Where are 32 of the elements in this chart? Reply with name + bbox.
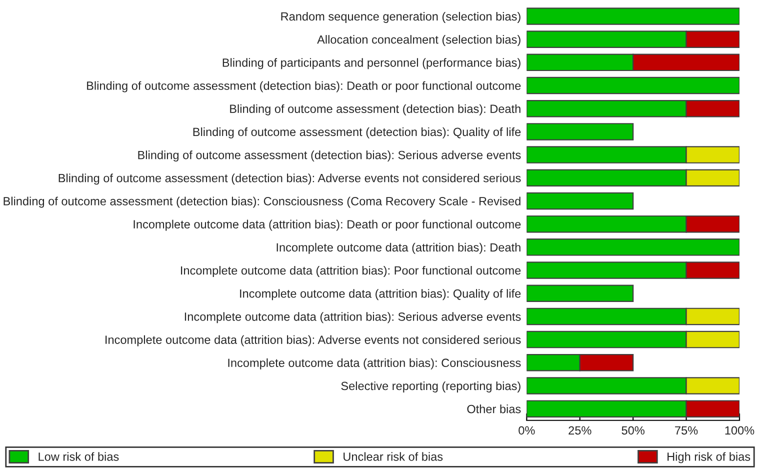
x-tick-label: 0% [518, 426, 535, 435]
y-tick-label: Incomplete outcome data (attrition bias): Death [276, 242, 520, 254]
x-tick-label: 75% [675, 426, 698, 435]
bar [526, 8, 740, 25]
y-tick-label: Incomplete outcome data (attrition bias): Serious adverse events [184, 312, 521, 324]
legend-label: Low risk of bias [38, 452, 119, 461]
y-tick-label: Incomplete outcome data (attrition bias): Poor functional outcome [181, 266, 521, 277]
y-tick-label: Incomplete outcome data (attrition bias): Adverse events not considered serious [106, 335, 521, 346]
x-tick-label: 50% [622, 426, 644, 435]
y-tick-label: Blinding of outcome assessment (detection bias): Death [230, 104, 520, 116]
bar [526, 192, 634, 210]
y-tick-label: Allocation concealment (selection bias) [317, 35, 520, 46]
y-tick-label: Random sequence generation (selection bias) [281, 12, 520, 23]
y-tick-label: Blinding of participants and personnel (performance bias) [222, 58, 520, 70]
y-tick-label: Other bias [467, 404, 521, 414]
y-tick-label: Blinding of outcome assessment (detection bias): Adverse events not considered serious [58, 174, 521, 185]
y-tick-label: Blinding of outcome assessment (detection bias): Quality of life [193, 127, 521, 138]
bar [526, 123, 634, 140]
y-tick-label: Blinding of outcome assessment (detection bias): Death or poor functional outcome [87, 81, 521, 92]
bar [526, 284, 634, 302]
legend-label: Unclear risk of bias [344, 452, 443, 461]
legend-label: High risk of bias [668, 452, 750, 464]
y-tick-label: Blinding of outcome assessment (detection bias): Consciousness (Coma Recovery Scale - Revised [4, 196, 520, 208]
y-tick-label: Blinding of outcome assessment (detection bias): Serious adverse events [138, 150, 521, 162]
bar [526, 238, 740, 256]
y-tick-label: Incomplete outcome data (attrition bias): Death or poor functional outcome [134, 220, 521, 231]
bar [526, 76, 740, 94]
x-tick-label: 25% [568, 426, 592, 435]
x-tick-label: 100% [725, 426, 754, 435]
y-tick-label: Selective reporting (reporting bias) [341, 381, 520, 392]
y-tick-label: Incomplete outcome data (attrition bias): Consciousness [228, 358, 521, 370]
y-tick-label: Incomplete outcome data (attrition bias): Quality of life [240, 289, 521, 300]
